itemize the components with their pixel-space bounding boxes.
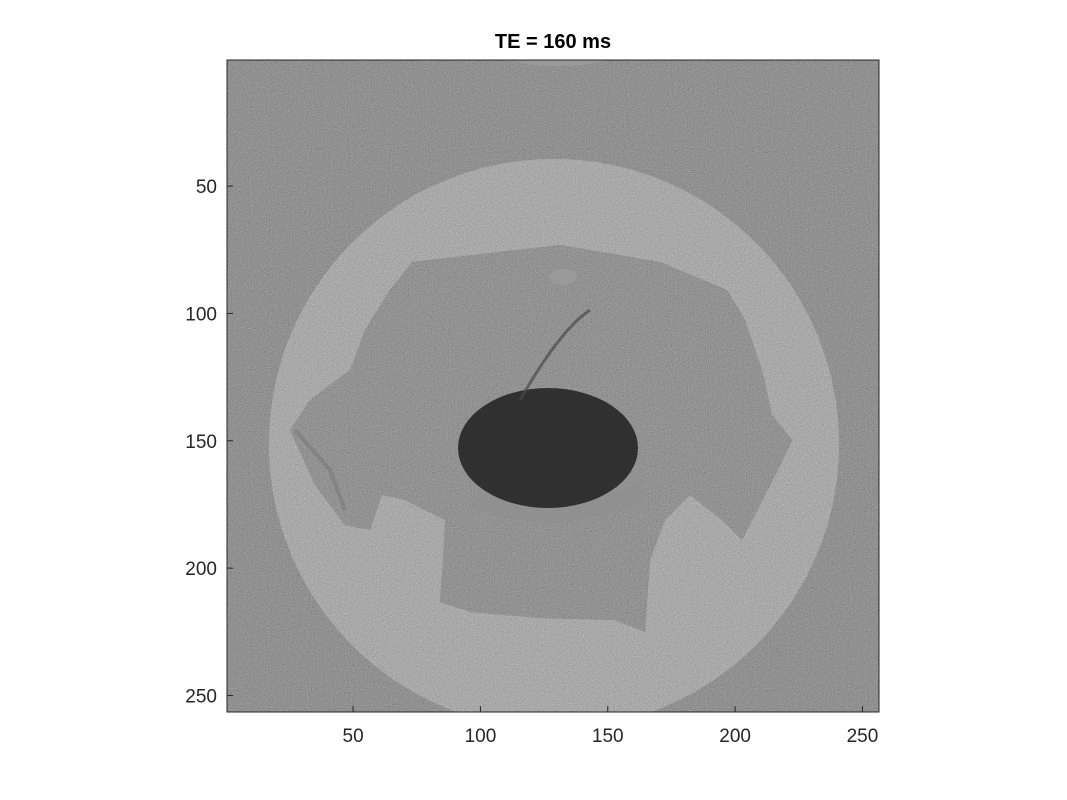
top-sliver [510,60,606,66]
internal-line [518,308,591,401]
bright-band [472,482,645,523]
y-axis: 50 100 150 200 250 [185,177,233,707]
y-tick-label: 50 [196,177,217,198]
y-tick-label: 200 [185,559,217,580]
x-tick-label: 50 [343,726,364,747]
inner-lobe [458,388,638,508]
y-tick-label: 100 [185,304,217,325]
mri-image [227,60,879,712]
y-tick-label: 150 [185,432,217,453]
left-fin-detail [293,428,347,511]
plot-title: TE = 160 ms [495,31,611,53]
x-tick-label: 100 [465,726,497,747]
x-tick-label: 200 [719,726,751,747]
x-tick-label: 250 [847,726,879,747]
x-axis: 50 100 150 200 250 [343,706,879,747]
y-tick-label: 250 [185,686,217,707]
axes-frame [226,59,880,713]
bright-spot [549,269,577,285]
x-tick-label: 150 [592,726,624,747]
